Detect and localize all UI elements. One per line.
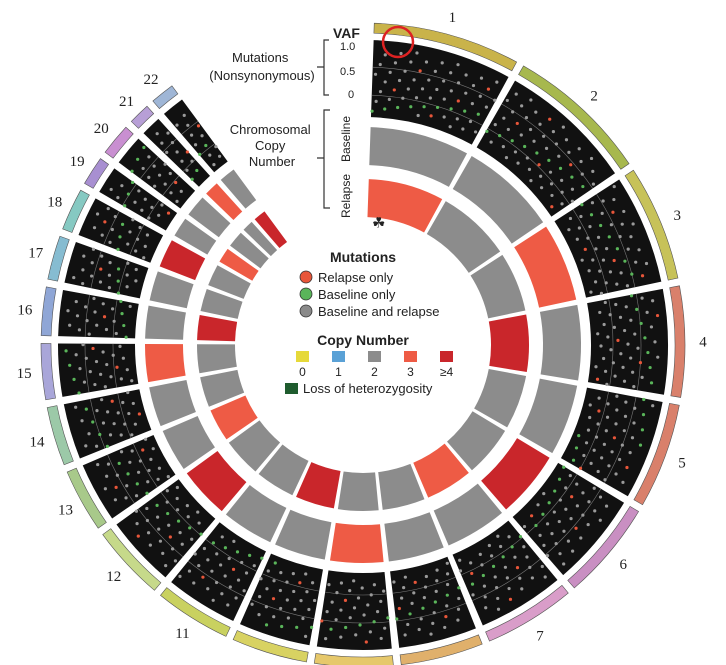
chromosome-label-6: 6 [619, 557, 627, 573]
legend-baseline-and-relapse: Baseline and relapse [318, 304, 439, 319]
chromosome-label-3: 3 [674, 208, 682, 224]
cn-label-2: 2 [371, 365, 378, 379]
chromosome-1: 1 [367, 10, 518, 233]
chromosome-label-14: 14 [30, 435, 46, 451]
chromosome-18: 18 [47, 189, 251, 299]
baseline-ring-label: Baseline [339, 116, 353, 162]
baseline-only-swatch [299, 287, 313, 301]
chromosome-5: 5 [474, 368, 686, 506]
cn-label-0: 0 [299, 365, 306, 379]
cn-swatch-1 [332, 351, 345, 362]
chromosome-17: 17 [28, 235, 243, 319]
chromosome-13: 13 [58, 395, 258, 529]
chromosome-label-15: 15 [17, 366, 32, 382]
baseline-and-relapse-swatch [299, 304, 313, 318]
mutations-track-title: Mutations (Nonsynonymous) [209, 50, 315, 83]
chromosome-label-12: 12 [106, 569, 121, 585]
chromosome-label-4: 4 [699, 334, 707, 350]
chromosome-label-13: 13 [58, 503, 73, 519]
chromosome-label-11: 11 [175, 626, 189, 642]
cn-label-3: 3 [407, 365, 414, 379]
chromosome-22: 22 [144, 72, 288, 249]
vaf-axis-label: VAF [333, 25, 360, 41]
legend-loh: Loss of heterozygosity [303, 381, 433, 396]
chromosome-19: 19 [70, 154, 259, 281]
chromosome-label-1: 1 [449, 10, 457, 26]
chromosome-label-16: 16 [17, 302, 33, 318]
relapse-ring-label: Relapse [339, 174, 353, 218]
chromosome-21: 21 [119, 94, 278, 257]
chromosome-label-21: 21 [119, 94, 134, 110]
highlight-circle [381, 25, 415, 59]
legend: Mutations Relapse only Baseline only Bas… [285, 249, 453, 396]
cn-label-4: ≥4 [440, 365, 454, 379]
chromosome-14: 14 [30, 369, 245, 466]
chromosome-7: 7 [413, 443, 569, 644]
chromosome-6: 6 [447, 411, 640, 589]
chromosome-label-7: 7 [536, 628, 544, 644]
chromosome-label-22: 22 [144, 72, 159, 88]
cn-swatch-4 [440, 351, 453, 362]
legend-relapse-only: Relapse only [318, 270, 394, 285]
vaf-tick-0: 0 [348, 89, 354, 101]
chromosome-11: 11 [160, 444, 309, 642]
relapse-only-swatch [299, 270, 313, 284]
chromosome-3: 3 [470, 169, 682, 319]
chromosome-2: 2 [426, 65, 630, 273]
copy-number-track-title: Chromosomal Copy Number [230, 122, 315, 169]
chromosome-15: 15 [17, 343, 237, 401]
chromosome-label-18: 18 [47, 195, 62, 211]
chromosome-sectors: 12345678910111213141516171819202122 [17, 10, 707, 665]
chromosome-16: 16 [17, 286, 238, 342]
cn-swatch-3 [404, 351, 417, 362]
vaf-tick-1: 1.0 [340, 41, 355, 53]
loh-swatch [285, 383, 298, 394]
chromosome-12: 12 [102, 420, 281, 591]
chromosome-label-20: 20 [94, 121, 109, 137]
chromosome-20: 20 [94, 121, 269, 269]
chromosome-4: 4 [488, 285, 707, 398]
chromosome-label-10: 10 [256, 663, 271, 665]
chromosome-8: 8 [378, 463, 483, 665]
cn-swatch-2 [368, 351, 381, 362]
track-labels: VAF 1.0 0.5 0 Mutations (Nonsynonymous) … [209, 25, 385, 232]
chromosome-label-19: 19 [70, 154, 85, 170]
chromosome-label-2: 2 [590, 89, 598, 105]
chromosome-10: 10 [232, 462, 341, 665]
vaf-tick-05: 0.5 [340, 66, 355, 78]
chromosome-label-5: 5 [678, 456, 686, 472]
copy-number-legend-swatches: 0 1 2 3 ≥4 [296, 351, 453, 379]
chromosome-9: 9 [313, 471, 394, 665]
clover-icon: ☘ [372, 215, 385, 232]
copy-number-legend-title: Copy Number [317, 332, 409, 348]
chromosome-label-17: 17 [28, 246, 44, 262]
legend-baseline-only: Baseline only [318, 287, 396, 302]
cn-label-1: 1 [335, 365, 342, 379]
mutations-legend-title: Mutations [330, 249, 396, 265]
cn-swatch-0 [296, 351, 309, 362]
